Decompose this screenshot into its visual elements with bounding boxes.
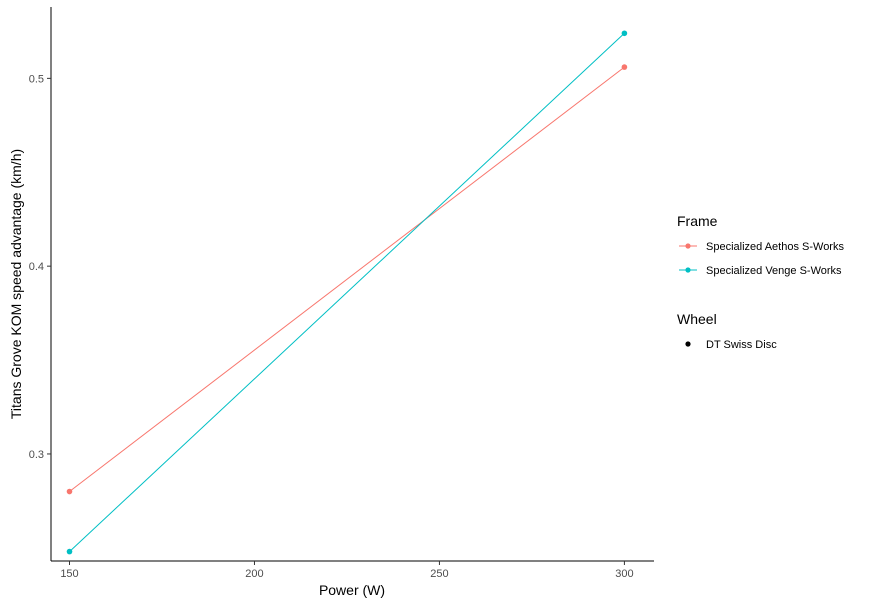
series-line-aethos (69, 66, 625, 492)
legend-key-venge (679, 267, 697, 273)
x-axis-title: Power (W) (319, 582, 385, 598)
series-line-venge (69, 32, 625, 552)
legend: Frame Specialized Aethos S-Works Special… (677, 213, 844, 351)
axes: Power (W) Titans Grove KOM speed advanta… (8, 7, 654, 598)
x-tick-label: 150 (60, 568, 78, 580)
legend-label-venge: Specialized Venge S-Works (706, 265, 842, 277)
data-point-venge (621, 30, 628, 37)
y-axis-title: Titans Grove KOM speed advantage (km/h) (8, 149, 24, 419)
legend-key-dt-swiss-disc (685, 341, 691, 347)
legend-title-wheel: Wheel (677, 311, 717, 327)
y-tick-label: 0.3 (29, 449, 44, 461)
legend-title-frame: Frame (677, 213, 718, 229)
x-tick-label: 250 (430, 568, 448, 580)
x-tick-label: 300 (615, 568, 633, 580)
x-tick-label: 200 (245, 568, 263, 580)
y-tick-label: 0.4 (29, 261, 44, 273)
legend-label-aethos: Specialized Aethos S-Works (706, 241, 844, 253)
data-point-aethos (66, 488, 73, 495)
legend-key-aethos (679, 243, 697, 249)
data-point-aethos (621, 64, 628, 70)
data-point-venge (66, 548, 73, 555)
plot-area (66, 30, 628, 555)
y-tick-label: 0.5 (29, 73, 44, 85)
legend-label-dt-swiss-disc: DT Swiss Disc (706, 339, 777, 351)
